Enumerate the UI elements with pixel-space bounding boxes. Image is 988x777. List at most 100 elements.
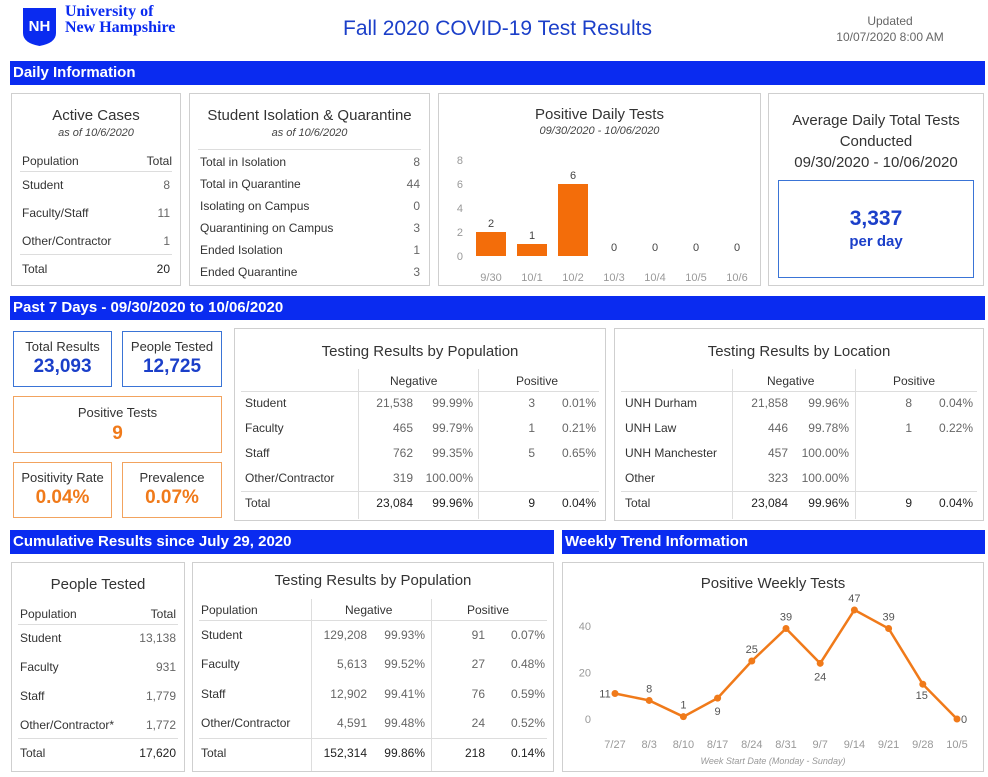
positive-tests-box: Positive Tests 9 (13, 396, 222, 453)
data-point (782, 625, 790, 633)
col-total: Total (150, 607, 176, 621)
table-total-label: Total (201, 746, 227, 760)
logo-text: NH (29, 18, 51, 35)
table-total-label: Total (245, 496, 271, 510)
bar (476, 232, 506, 256)
x-tick-label: 9/7 (813, 739, 828, 751)
table-cell: 0.59% (510, 687, 545, 701)
positivity-rate-label: Positivity Rate (21, 470, 104, 485)
isolation-row-label: Total in Isolation (200, 155, 287, 169)
table-cell: 27 (471, 657, 485, 671)
table-row-label: UNH Manchester (625, 446, 718, 460)
section-cumulative-results: Cumulative Results since July 29, 2020 (10, 530, 554, 554)
y-tick-label: 8 (457, 155, 463, 167)
table-cell: 100.00% (801, 471, 849, 485)
col-population: Population (20, 607, 77, 621)
table-cell: 24 (471, 716, 485, 730)
people-row-label: Faculty (20, 660, 59, 674)
col-negative: Negative (767, 374, 815, 388)
data-label: 39 (780, 612, 792, 624)
cumulative-population-table: Testing Results by Population Population… (192, 562, 554, 772)
col-positive: Positive (893, 374, 936, 388)
table-total-cell: 99.96% (808, 496, 849, 510)
table-cell: 99.93% (384, 628, 425, 642)
isolation-row-value: 3 (413, 265, 420, 279)
people-row-value: 13,138 (139, 631, 176, 645)
average-tests-card: Average Daily Total Tests Conducted 09/3… (768, 93, 984, 286)
table-cell: 319 (392, 471, 413, 485)
data-point (611, 689, 619, 697)
unh-shield-icon: NH (23, 8, 56, 46)
daily-chart-subtitle: 09/30/2020 - 10/06/2020 (539, 125, 660, 137)
past7-location-title: Testing Results by Location (707, 343, 891, 360)
table-total-label: Total (625, 496, 651, 510)
x-tick-label: 8/3 (642, 739, 657, 751)
positive-daily-tests-chart: 0 2 4 6 8 2 9/30 1 10/1 6 10/2 0 10/3 0 10/4 0 10/5 0 10/6 (457, 155, 748, 284)
x-tick-label: 10/6 (726, 272, 747, 284)
table-row-label: Staff (245, 446, 270, 460)
isolation-row-value: 8 (413, 155, 420, 169)
people-total-value: 17,620 (139, 746, 176, 760)
table-cell: 91 (471, 628, 485, 642)
people-row-value: 1,779 (145, 689, 176, 703)
data-point (919, 680, 927, 688)
x-tick-label: 7/27 (604, 739, 625, 751)
isolation-row-value: 44 (406, 177, 420, 191)
x-tick-label: 10/5 (685, 272, 706, 284)
active-cases-subtitle: as of 10/6/2020 (58, 127, 134, 139)
people-tested-value: 12,725 (142, 356, 202, 377)
table-cell: 762 (392, 446, 413, 460)
people-row-label: Staff (20, 689, 45, 703)
y-tick-label: 20 (579, 668, 591, 680)
isolation-row-value: 1 (413, 243, 420, 257)
positivity-rate-value: 0.04% (35, 487, 90, 508)
table-total-cell: 23,084 (751, 496, 788, 510)
table-row-label: UNH Law (625, 421, 677, 435)
x-tick-label: 10/5 (946, 739, 967, 751)
col-total: Total (146, 154, 172, 168)
active-cases-title: Active Cases (52, 107, 140, 124)
table-cell: 0.01% (561, 396, 596, 410)
people-row-value: 931 (155, 660, 176, 674)
data-label: 1 (529, 230, 535, 242)
data-label: 0 (611, 242, 617, 254)
y-tick-label: 0 (457, 251, 463, 263)
positive-daily-tests-card: Positive Daily Tests 09/30/2020 - 10/06/… (438, 93, 761, 286)
prevalence-box: Prevalence 0.07% (122, 462, 222, 518)
x-tick-label: 9/21 (878, 739, 899, 751)
data-point (645, 696, 653, 704)
past7-location-table: Testing Results by Location Negative Pos… (614, 328, 984, 521)
average-value: 3,337 (849, 207, 903, 230)
table-cell: 0.52% (510, 716, 545, 730)
active-row-label: Student (22, 178, 64, 192)
data-label: 24 (814, 671, 826, 683)
cumulative-people-title: People Tested (50, 576, 146, 593)
updated-label: Updated (867, 14, 913, 28)
table-cell: 99.41% (384, 687, 425, 701)
university-line1: University of (65, 3, 154, 20)
isolation-title: Student Isolation & Quarantine (207, 107, 412, 124)
table-cell: 21,858 (751, 396, 788, 410)
people-tested-box: People Tested 12,725 (122, 331, 222, 387)
y-tick-label: 2 (457, 227, 463, 239)
data-label: 1 (680, 700, 686, 712)
people-row-label: Other/Contractor* (20, 718, 115, 732)
isolation-row-label: Ended Isolation (200, 243, 283, 257)
people-row-value: 1,772 (145, 718, 176, 732)
positive-weekly-tests-card: Positive Weekly Tests 0 20 40 11 7/27 8 8/3 1 8/… (562, 562, 984, 772)
positive-weekly-tests-chart: 02040117/2788/318/1098/17258/24398/31249… (579, 593, 968, 766)
table-cell: 323 (767, 471, 788, 485)
x-tick-label: 9/28 (912, 739, 933, 751)
total-results-value: 23,093 (33, 356, 92, 377)
total-results-label: Total Results (25, 339, 100, 354)
data-point (714, 694, 722, 702)
unh-logo[interactable]: NH (22, 7, 57, 47)
table-row-label: Staff (201, 687, 226, 701)
bar (517, 244, 547, 256)
table-cell: 99.79% (432, 421, 473, 435)
table-cell: 129,208 (323, 628, 367, 642)
table-cell: 0.22% (938, 421, 973, 435)
active-total-value: 20 (156, 262, 170, 276)
university-line2: New Hampshire (65, 19, 176, 36)
table-cell: 0.65% (561, 446, 596, 460)
